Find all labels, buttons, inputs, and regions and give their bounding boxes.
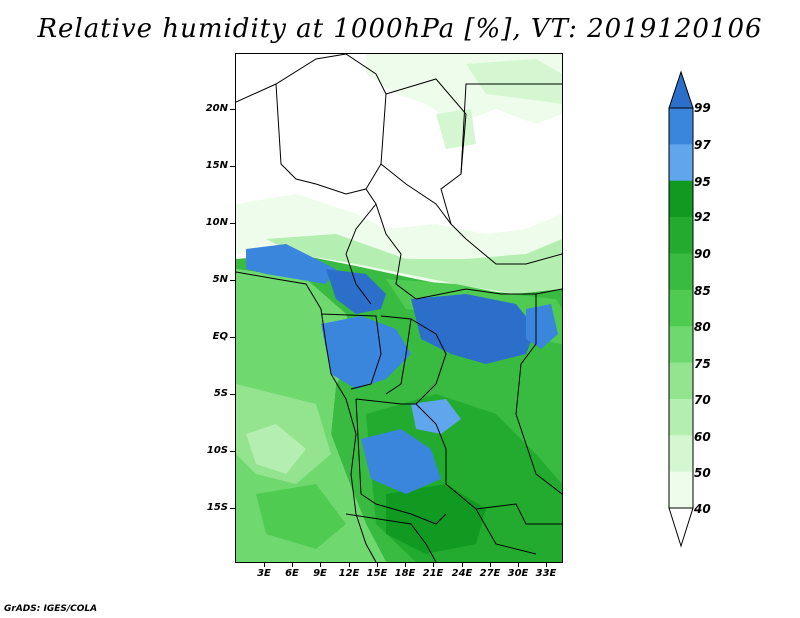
lat-label-5n: 5N <box>212 274 228 285</box>
colorbar-label-50: 50 <box>694 466 711 480</box>
lon-label-30e: 30E <box>507 568 529 579</box>
lon-label-27e: 27E <box>479 568 501 579</box>
colorbar-label-70: 70 <box>694 393 711 407</box>
country-borders <box>236 54 562 562</box>
lat-tick <box>230 166 235 167</box>
lat-label-5s: 5S <box>213 388 228 399</box>
lat-label-10n: 10N <box>205 217 228 228</box>
lat-tick <box>230 508 235 509</box>
humidity-map <box>236 54 562 562</box>
colorbar-label-97: 97 <box>694 138 711 152</box>
lat-label-15s: 15S <box>206 502 228 513</box>
colorbar-segment <box>669 289 693 327</box>
saturated-zone-patch <box>411 399 461 434</box>
chart-title: Relative humidity at 1000hPa [%], VT: 20… <box>37 14 763 44</box>
lon-tick <box>405 563 406 567</box>
colorbar-label-60: 60 <box>694 430 711 444</box>
lat-tick <box>230 394 235 395</box>
lon-label-18e: 18E <box>394 568 416 579</box>
colorbar-segment <box>669 398 693 436</box>
colorbar-segment <box>669 108 693 145</box>
lat-label-20n: 20N <box>205 103 228 114</box>
colorbar-segment <box>669 144 693 182</box>
lon-label-9e: 9E <box>313 568 327 579</box>
lat-tick <box>230 451 235 452</box>
colorbar-label-80: 80 <box>694 320 711 334</box>
lon-label-12e: 12E <box>338 568 360 579</box>
saturated-zone-coast <box>326 269 386 314</box>
lon-tick <box>518 563 519 567</box>
map-plot-area <box>235 53 563 563</box>
colorbar-segment <box>669 362 693 400</box>
lat-tick <box>230 280 235 281</box>
lon-label-24e: 24E <box>451 568 473 579</box>
colorbar-segment <box>669 326 693 364</box>
lon-label-3e: 3E <box>257 568 271 579</box>
sahel-mid-band <box>266 234 562 294</box>
lat-label-15n: 15N <box>205 160 228 171</box>
humidity-patch-northeast <box>466 59 562 104</box>
lat-label-eq: EQ <box>212 331 228 342</box>
grads-credit: GrADS: IGES/COLA <box>4 604 98 614</box>
lat-tick <box>230 337 235 338</box>
colorbar-segment <box>669 471 693 509</box>
colorbar-arrow-bottom <box>669 508 693 546</box>
saturated-zone-west <box>246 244 336 284</box>
colorbar <box>668 70 694 548</box>
colorbar-arrow-top <box>669 72 693 108</box>
lat-tick <box>230 109 235 110</box>
lon-tick <box>264 563 265 567</box>
lat-tick <box>230 223 235 224</box>
lon-tick <box>546 563 547 567</box>
colorbar-label-40: 40 <box>694 502 711 516</box>
saturated-zone-gabon <box>321 316 411 389</box>
lon-label-21e: 21E <box>422 568 444 579</box>
ocean-dry-patch <box>246 424 306 474</box>
lon-label-6e: 6E <box>285 568 299 579</box>
colorbar-label-85: 85 <box>694 284 711 298</box>
colorbar-label-95: 95 <box>694 175 711 189</box>
saturated-zone-east <box>526 304 558 349</box>
lon-tick <box>292 563 293 567</box>
colorbar-label-90: 90 <box>694 247 711 261</box>
coastline <box>236 271 377 562</box>
colorbar-segment <box>669 180 693 218</box>
lon-tick <box>320 563 321 567</box>
lon-tick <box>462 563 463 567</box>
lon-label-15e: 15E <box>366 568 388 579</box>
lon-tick <box>349 563 350 567</box>
lon-tick <box>490 563 491 567</box>
colorbar-segment <box>669 253 693 291</box>
wet-region-darkest <box>386 484 486 554</box>
lon-tick <box>433 563 434 567</box>
saturated-zone-angola <box>361 429 441 494</box>
colorbar-segment <box>669 217 693 254</box>
colorbar-segment <box>669 435 693 473</box>
lat-label-10s: 10S <box>206 445 228 456</box>
colorbar-label-75: 75 <box>694 357 711 371</box>
colorbar-label-99: 99 <box>694 101 711 115</box>
lon-label-33e: 33E <box>535 568 557 579</box>
ocean-humid-patch <box>256 484 346 549</box>
lon-tick <box>377 563 378 567</box>
colorbar-label-92: 92 <box>694 210 711 224</box>
